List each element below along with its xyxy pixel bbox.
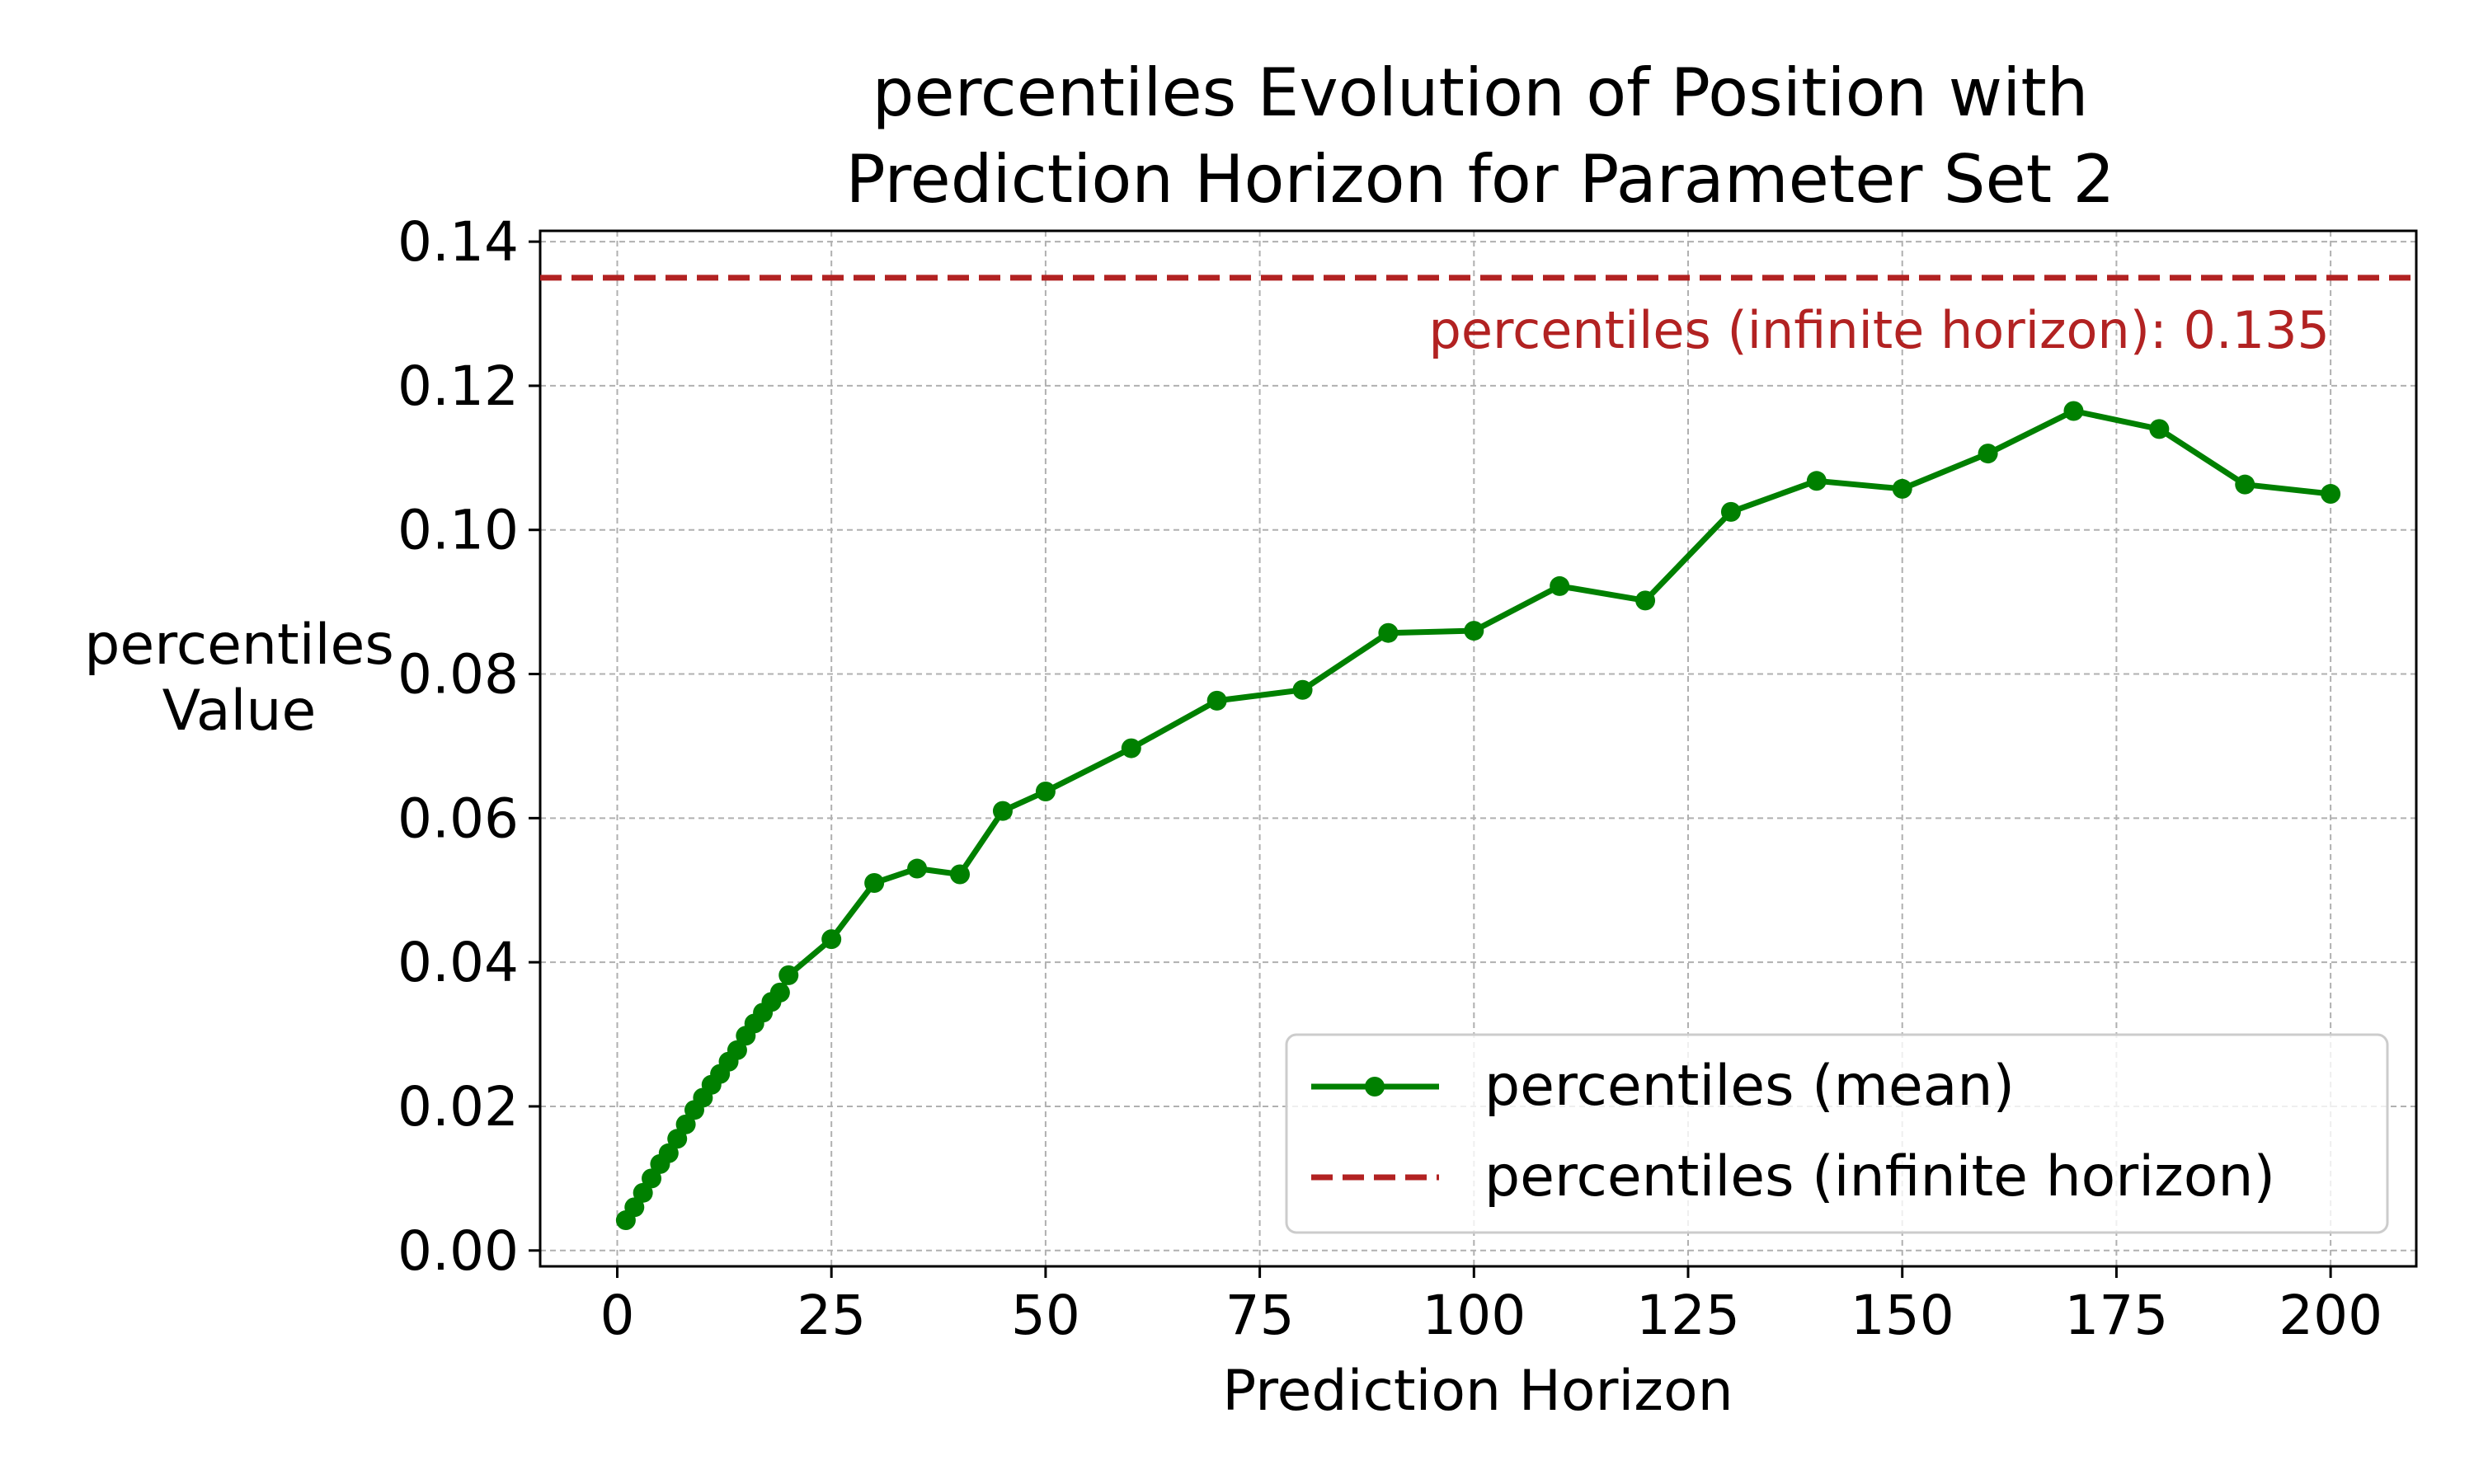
mean-series-point — [1806, 471, 1827, 491]
mean-series-point — [1464, 621, 1484, 641]
mean-series-point — [2149, 419, 2170, 439]
mean-series-point — [1550, 575, 1570, 596]
mean-series-point — [675, 1114, 696, 1134]
y-axis-label-line-1: percentiles — [84, 613, 394, 678]
mean-series-point — [633, 1182, 653, 1203]
plot-area-frame — [539, 229, 2418, 1268]
infinite-horizon-annotation: percentiles (infinite horizon): 0.135 — [1428, 300, 2330, 360]
legend-label-mean: percentiles (mean) — [1484, 1054, 2015, 1119]
x-tick-label: 200 — [2279, 1284, 2382, 1347]
mean-series-point — [2063, 401, 2084, 421]
x-tick-label: 75 — [1225, 1284, 1295, 1347]
y-axis-label-line-2: Value — [162, 679, 317, 744]
legend: percentiles (mean) percentiles (infinite… — [1285, 1033, 2389, 1234]
mean-series-point — [864, 873, 885, 894]
mean-series-point — [992, 801, 1013, 821]
chart-title-line-1: percentiles Evolution of Position with — [872, 54, 2089, 131]
y-tick-label: 0.14 — [397, 210, 519, 274]
mean-series-point — [821, 929, 842, 950]
x-tick-label: 25 — [797, 1284, 866, 1347]
x-tick-label: 125 — [1636, 1284, 1740, 1347]
mean-series-point — [1378, 622, 1399, 643]
x-tick-label: 150 — [1851, 1284, 1954, 1347]
y-tick-label: 0.08 — [397, 643, 519, 707]
legend-label-infinite-horizon: percentiles (infinite horizon) — [1484, 1144, 2275, 1209]
mean-series-point — [1978, 444, 1998, 464]
plot-series — [540, 275, 2416, 1231]
grid — [540, 231, 2416, 1266]
mean-series-point — [950, 864, 971, 885]
x-tick-label: 100 — [1422, 1284, 1526, 1347]
y-tick-label: 0.00 — [397, 1219, 519, 1283]
mean-series-point — [1892, 478, 1912, 499]
y-tick-label: 0.10 — [397, 499, 519, 562]
mean-series-point — [727, 1040, 747, 1060]
x-tick-label: 0 — [600, 1284, 634, 1347]
legend-swatch-mean-marker — [1365, 1077, 1385, 1097]
y-axis-ticks: 0.00 0.02 0.04 0.06 0.08 0.10 0.12 0.14 — [397, 210, 540, 1283]
x-tick-label: 175 — [2064, 1284, 2168, 1347]
y-tick-label: 0.04 — [397, 931, 519, 994]
mean-series-point — [2235, 474, 2255, 495]
mean-series-point — [1635, 590, 1656, 611]
mean-series-point — [1121, 738, 1141, 758]
mean-series-point — [1035, 782, 1056, 802]
mean-series-point — [1206, 690, 1227, 711]
y-tick-label: 0.06 — [397, 787, 519, 850]
mean-series-point — [2321, 484, 2341, 505]
mean-series-point — [769, 982, 790, 1003]
legend-box — [1285, 1033, 2389, 1234]
mean-series-point — [658, 1143, 679, 1163]
mean-series-point — [778, 965, 799, 985]
mean-series-point — [667, 1129, 688, 1149]
mean-series-point — [907, 858, 928, 879]
chart-title-line-2: Prediction Horizon for Parameter Set 2 — [846, 141, 2115, 218]
y-tick-label: 0.02 — [397, 1075, 519, 1139]
x-axis-ticks: 0 25 50 75 100 125 150 175 200 — [600, 1266, 2382, 1347]
x-tick-label: 50 — [1011, 1284, 1080, 1347]
mean-series-point — [1292, 679, 1313, 700]
mean-series-point — [642, 1168, 662, 1189]
y-tick-label: 0.12 — [397, 355, 519, 418]
mean-series-point — [624, 1197, 645, 1218]
x-axis-label: Prediction Horizon — [1222, 1359, 1733, 1424]
mean-series-point — [1720, 501, 1741, 522]
